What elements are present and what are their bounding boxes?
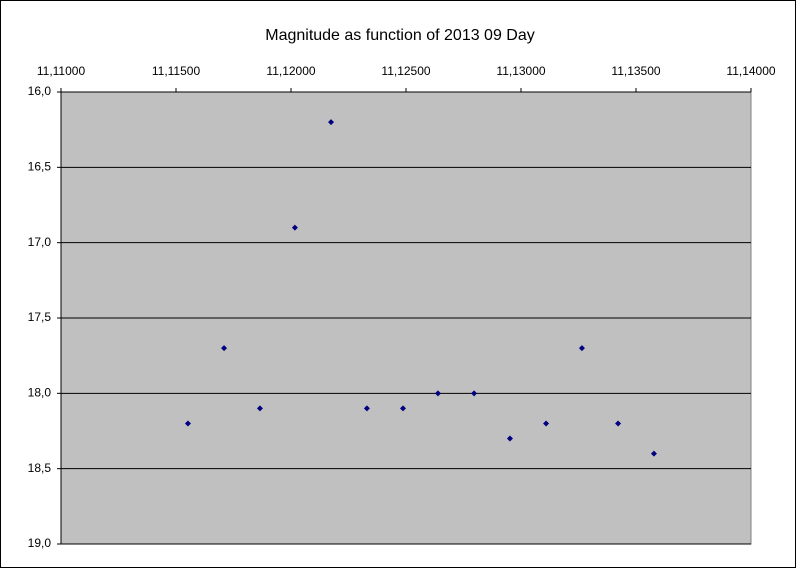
point <box>615 420 622 427</box>
point <box>363 405 370 412</box>
x-tick-label: 11,13000 <box>496 64 545 78</box>
point <box>400 405 407 412</box>
y-tick-label: 18,5 <box>28 461 52 475</box>
y-tick-label: 19,0 <box>28 536 52 550</box>
point <box>650 450 657 457</box>
point <box>184 420 191 427</box>
y-tick-label: 17,5 <box>28 310 52 324</box>
y-tick-label: 16,5 <box>28 160 52 174</box>
point <box>506 435 513 442</box>
x-tick-label: 11,13500 <box>611 64 660 78</box>
x-tick-label: 11,11000 <box>37 64 86 78</box>
x-tick-label: 11,12000 <box>266 64 315 78</box>
y-tick-label: 18,0 <box>28 386 52 400</box>
point <box>221 345 228 352</box>
chart-title: Magnitude as function of 2013 09 Day <box>265 27 535 44</box>
x-tick-label: 11,11500 <box>152 64 201 78</box>
point <box>328 119 335 126</box>
point <box>291 224 298 231</box>
point <box>434 390 441 397</box>
point <box>256 405 263 412</box>
y-tick-label: 16,0 <box>28 84 52 98</box>
y-tick-label: 17,0 <box>28 235 52 249</box>
point <box>543 420 550 427</box>
x-tick-label: 11,14000 <box>726 64 775 78</box>
point <box>578 345 585 352</box>
point <box>471 390 478 397</box>
x-tick-label: 11,12500 <box>381 64 430 78</box>
